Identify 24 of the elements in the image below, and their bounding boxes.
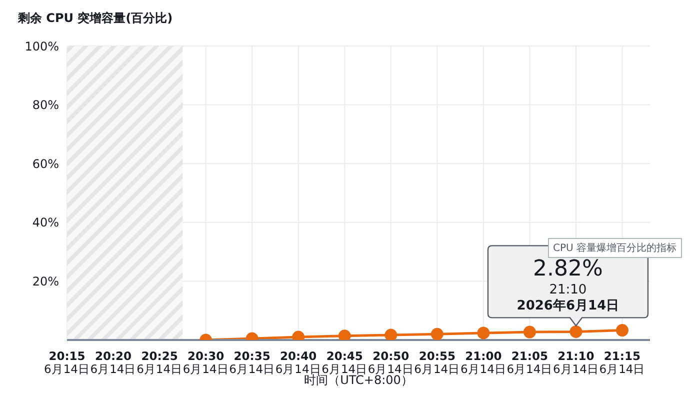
- x-tick-label: 20:55 6月14日: [414, 349, 460, 376]
- x-tick-label: 21:15 6月14日: [599, 349, 646, 376]
- x-tick-label: 20:45 6月14日: [322, 349, 368, 376]
- y-tick-label: 60%: [32, 156, 59, 171]
- chart-title: 剩余 CPU 突增容量(百分比): [18, 10, 173, 27]
- x-tick-label: 20:50 6月14日: [368, 349, 414, 376]
- x-tick-label: 20:40 6月14日: [275, 349, 322, 376]
- y-tick-label: 40%: [32, 216, 59, 230]
- x-tick-label: 20:30 6月14日: [182, 349, 229, 376]
- annotation: 2026年6月14日: [516, 298, 620, 314]
- x-tick-label: 20:20 6月14日: [90, 349, 136, 376]
- x-tick-label: 20:15 6月14日: [44, 349, 90, 376]
- x-tick-label: 21:10 6月14日: [552, 349, 599, 376]
- y-tick-label: 20%: [32, 274, 59, 288]
- x-tick-label: 21:05 6月14日: [506, 349, 553, 376]
- annotation: 21:10: [549, 282, 587, 298]
- annotation: CPU 容量爆增百分比的指标: [548, 238, 682, 258]
- annotation: 2.82%: [533, 256, 603, 282]
- x-tick-label: 21:00 6月14日: [460, 349, 506, 376]
- x-tick-label: 20:35 6月14日: [229, 349, 276, 376]
- y-tick-label: 80%: [32, 98, 59, 112]
- x-tick-label: 20:25 6月14日: [136, 349, 183, 376]
- y-tick-label: 100%: [24, 39, 59, 54]
- x-axis-title: 时间（UTC+8:00）: [304, 373, 413, 387]
